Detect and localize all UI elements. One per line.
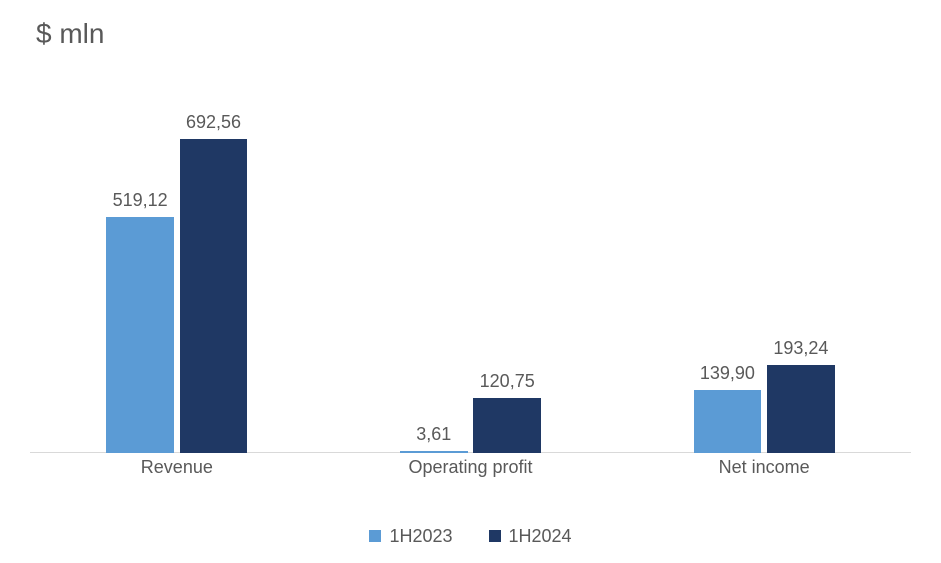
bar — [473, 398, 541, 453]
legend-item: 1H2023 — [369, 526, 452, 547]
bar — [106, 217, 174, 453]
bar-group: 519,12692,56 — [30, 90, 324, 453]
legend: 1H2023 1H2024 — [0, 526, 941, 548]
chart-container: $ mln 519,12692,563,61120,75139,90193,24… — [0, 0, 941, 563]
bar — [767, 365, 835, 453]
legend-swatch — [369, 530, 381, 542]
plot-area: 519,12692,563,61120,75139,90193,24 — [30, 90, 911, 453]
bar — [694, 390, 762, 453]
bar-value-label: 692,56 — [154, 112, 274, 133]
legend-label: 1H2024 — [509, 526, 572, 547]
bar-group: 3,61120,75 — [324, 90, 618, 453]
legend-label: 1H2023 — [389, 526, 452, 547]
chart-title: $ mln — [36, 18, 104, 50]
category-label: Operating profit — [324, 457, 618, 478]
bar-value-label: 193,24 — [741, 338, 861, 359]
legend-swatch — [489, 530, 501, 542]
category-label: Net income — [617, 457, 911, 478]
category-label: Revenue — [30, 457, 324, 478]
bar-value-label: 120,75 — [447, 371, 567, 392]
bar — [180, 139, 248, 453]
category-label-row: RevenueOperating profitNet income — [30, 453, 911, 483]
bar-group: 139,90193,24 — [617, 90, 911, 453]
legend-item: 1H2024 — [489, 526, 572, 547]
